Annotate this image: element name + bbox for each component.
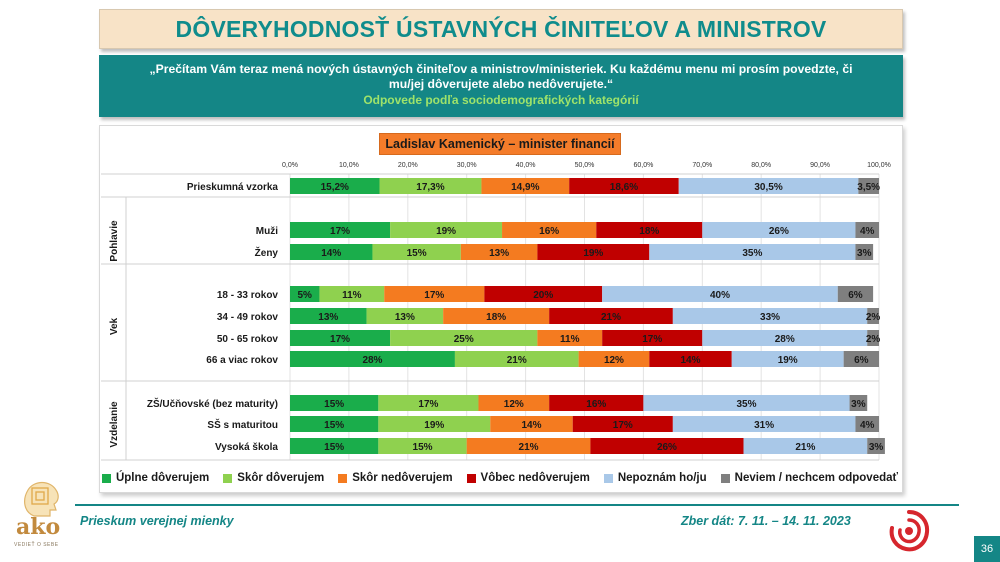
footer-divider: [75, 504, 959, 506]
legend-label: Nepoznám ho/ju: [617, 472, 707, 484]
footer-survey: Prieskum verejnej mienky: [80, 514, 234, 528]
legend-item: Nepoznám ho/ju: [603, 472, 707, 484]
question-box: „Prečítam Vám teraz mená nových ústavnýc…: [99, 55, 903, 117]
legend-swatch: [603, 473, 613, 483]
legend-swatch: [101, 473, 111, 483]
legend-label: Úplne dôverujem: [115, 472, 210, 484]
ako-logo-text: ako: [16, 514, 61, 540]
chart-title-box: Ladislav Kamenický – minister financií: [379, 133, 621, 155]
legend-swatch: [338, 473, 348, 483]
legend-item: Skôr nedôverujem: [338, 472, 453, 484]
ako-head-icon: [24, 481, 59, 517]
legend-label: Vôbec nedôverujem: [480, 472, 590, 484]
legend-label: Skôr nedôverujem: [352, 472, 453, 484]
partner-logo-icon: [889, 510, 930, 552]
chart-panel: [99, 125, 903, 493]
footer-dates: Zber dát: 7. 11. – 14. 11. 2023: [681, 514, 851, 528]
legend-label: Neviem / nechcem odpovedať: [734, 472, 899, 484]
legend-swatch: [223, 473, 233, 483]
legend-item: Vôbec nedôverujem: [466, 472, 590, 484]
ako-logo-tagline: VEDIEŤ O SEBE: [14, 542, 59, 548]
ako-logo: ako VEDIEŤ O SEBE: [12, 478, 74, 558]
page-title-box: DÔVERYHODNOSŤ ÚSTAVNÝCH ČINITEĽOV A MINI…: [99, 9, 903, 49]
legend-item: Skôr dôverujem: [223, 472, 324, 484]
chart-legend: Úplne dôverujem Skôr dôverujem Skôr nedô…: [100, 470, 900, 486]
legend-swatch: [466, 473, 476, 483]
legend-swatch: [720, 473, 730, 483]
legend-item: Neviem / nechcem odpovedať: [720, 472, 899, 484]
question-text: „Prečítam Vám teraz mená nových ústavnýc…: [149, 62, 853, 91]
question-subtitle: Odpovede podľa sociodemografických kateg…: [363, 93, 639, 107]
legend-label: Skôr dôverujem: [237, 472, 325, 484]
page-number: 36: [974, 536, 1000, 562]
page-title: DÔVERYHODNOSŤ ÚSTAVNÝCH ČINITEĽOV A MINI…: [175, 15, 827, 42]
chart-title: Ladislav Kamenický – minister financií: [385, 137, 615, 151]
legend-item: Úplne dôverujem: [101, 472, 210, 484]
